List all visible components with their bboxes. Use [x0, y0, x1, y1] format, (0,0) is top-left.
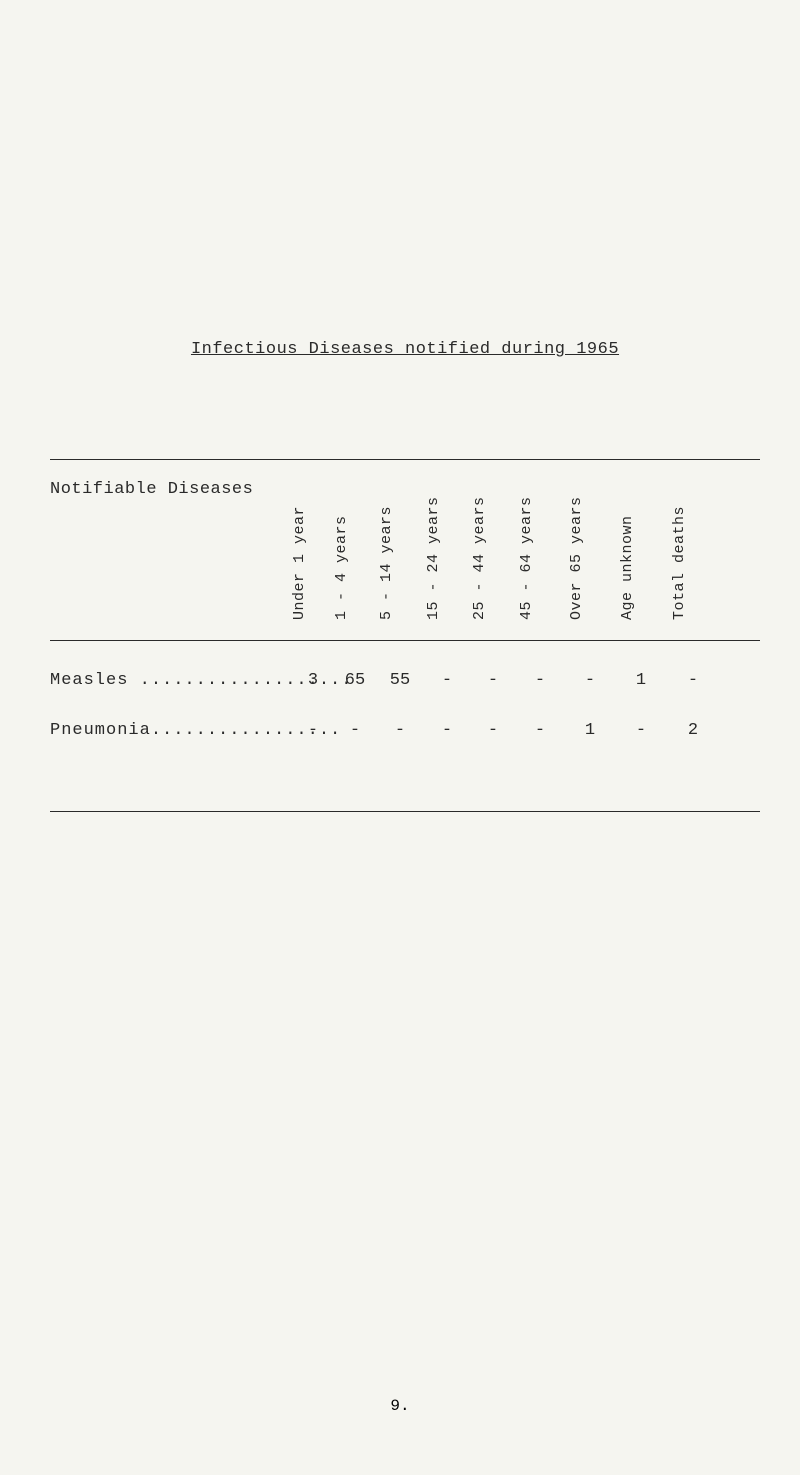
column-header: 15 - 24 years: [425, 496, 442, 620]
document-page: Infectious Diseases notified during 1965…: [0, 0, 800, 852]
table-cell: 1: [570, 721, 610, 740]
table-cell: -: [293, 721, 333, 740]
column-header: Total deaths: [671, 506, 688, 620]
page-title: Infectious Diseases notified during 1965: [50, 340, 760, 359]
column-header: 45 - 64 years: [518, 496, 535, 620]
column-header: 5 - 14 years: [378, 506, 395, 620]
column-header: Over 65 years: [568, 496, 585, 620]
table-cell: 1: [621, 671, 661, 690]
table-cell: 55: [380, 671, 420, 690]
table-cell: -: [427, 671, 467, 690]
table-cell: -: [673, 671, 713, 690]
table-cell: -: [520, 721, 560, 740]
table-cell: 2: [673, 721, 713, 740]
table-row: Pneumonia.................------1-2: [50, 721, 760, 771]
column-header: Under 1 year: [291, 506, 308, 620]
table-cell: -: [427, 721, 467, 740]
page-number: 9.: [390, 1397, 409, 1415]
table-cell: 65: [335, 671, 375, 690]
table-cell: -: [570, 671, 610, 690]
table-cell: -: [380, 721, 420, 740]
table-cell: -: [335, 721, 375, 740]
column-header: 1 - 4 years: [333, 515, 350, 620]
table-row: Measles ...................36555----1-: [50, 671, 760, 721]
table-cell: -: [473, 721, 513, 740]
table-cell: -: [473, 671, 513, 690]
table-cell: -: [621, 721, 661, 740]
header-label: Notifiable Diseases: [50, 480, 253, 499]
table-cell: -: [520, 671, 560, 690]
column-header: Age unknown: [619, 515, 636, 620]
table-header-row: Notifiable Diseases Under 1 year 1 - 4 ye…: [50, 460, 760, 640]
table-bottom-rule: [50, 811, 760, 812]
table-cell: 3: [293, 671, 333, 690]
diseases-table: Notifiable Diseases Under 1 year 1 - 4 ye…: [50, 459, 760, 812]
table-body: Measles ...................36555----1-Pn…: [50, 641, 760, 811]
column-header: 25 - 44 years: [471, 496, 488, 620]
